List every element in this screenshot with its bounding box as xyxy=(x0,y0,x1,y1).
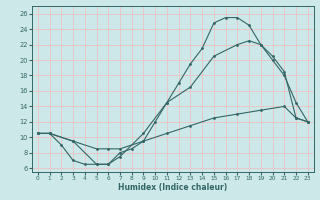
X-axis label: Humidex (Indice chaleur): Humidex (Indice chaleur) xyxy=(118,183,228,192)
